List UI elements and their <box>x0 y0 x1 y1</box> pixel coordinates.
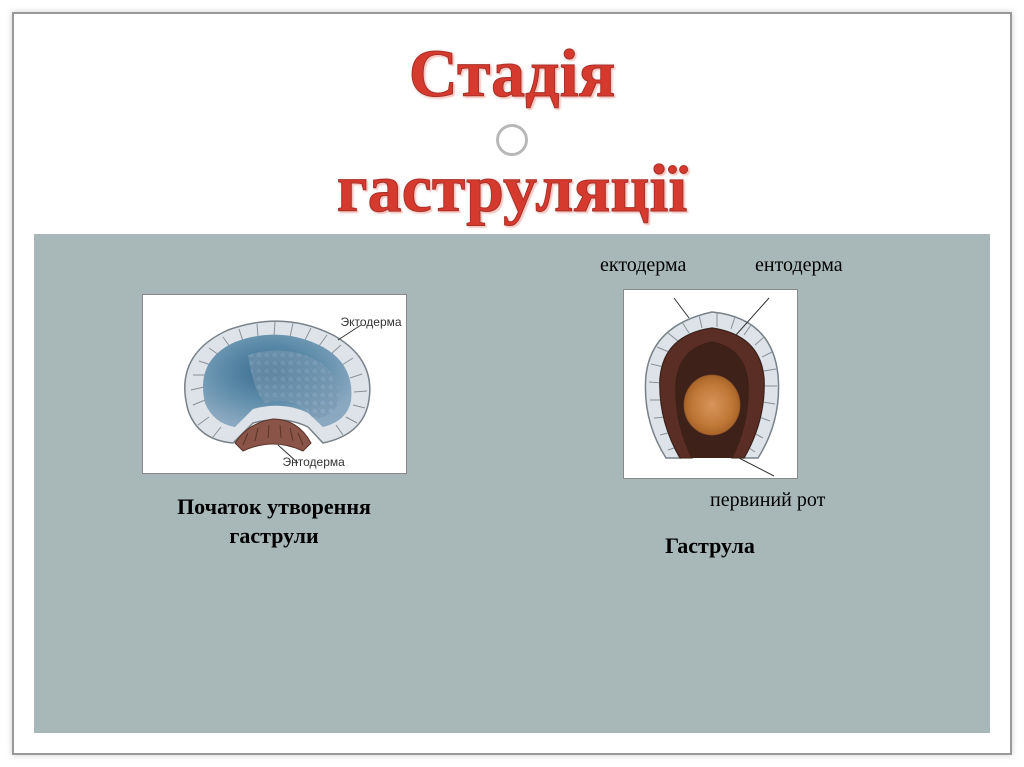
inner-label-ectoderm: Эктодерма <box>341 315 402 329</box>
title-line1: Стадія <box>14 34 1010 113</box>
caption-left-line2: гаструли <box>229 523 318 548</box>
label-ectoderm: ектодерма <box>600 254 686 277</box>
content-area: Эктодерма Энтодерма Початок утворення га… <box>34 234 990 733</box>
gastrula-svg <box>624 290 798 479</box>
label-entoderm: ентодерма <box>755 254 843 277</box>
diagram-early-gastrula: Эктодерма Энтодерма <box>142 294 407 474</box>
slide-frame: Стадія гаструляції <box>12 12 1012 755</box>
label-blastopore: первиний рот <box>710 489 825 512</box>
diagram-gastrula <box>623 289 798 479</box>
caption-right: Гаструла <box>570 532 850 561</box>
caption-left: Початок утворення гаструли <box>134 493 414 550</box>
figure-early-gastrula: Эктодерма Энтодерма Початок утворення га… <box>134 294 414 550</box>
caption-left-line1: Початок утворення <box>177 494 371 519</box>
figure-gastrula: ектодерма ентодерма <box>570 254 850 561</box>
title-line2: гаструляції <box>14 149 1010 228</box>
inner-label-entoderm: Энтодерма <box>283 455 345 469</box>
